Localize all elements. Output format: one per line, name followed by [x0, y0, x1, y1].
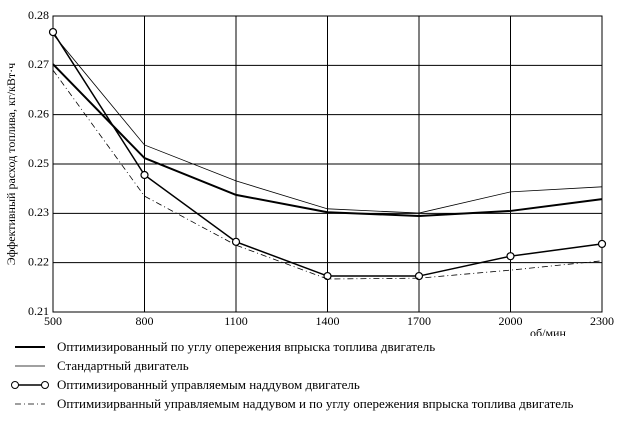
legend-swatch — [11, 381, 49, 389]
y-tick-label: 0.28 — [28, 8, 49, 22]
legend-marker — [41, 381, 49, 389]
legend-swatch — [15, 365, 45, 367]
x-tick-label: 1100 — [224, 314, 248, 328]
series-line — [52, 33, 603, 214]
x-tick-label: 1700 — [407, 314, 431, 328]
y-tick-label: 0.23 — [28, 205, 49, 219]
data-point — [597, 239, 607, 249]
data-point — [140, 170, 149, 180]
chart: Эффективный расход топлива, кг/кВт·ч об/… — [4, 8, 614, 336]
plot-frame — [52, 15, 603, 313]
legend-label: Оптимизированный по углу опережения впры… — [57, 339, 436, 354]
y-tick-label: 0.27 — [28, 57, 49, 71]
x-axis-label: об/мин — [530, 326, 566, 336]
data-point — [506, 252, 515, 261]
y-tick-label: 0.25 — [28, 156, 49, 170]
data-point — [323, 271, 332, 281]
data-point — [48, 27, 58, 37]
legend-item: Оптимизирванный управляемым наддувом и п… — [0, 394, 626, 413]
x-tick-label: 500 — [44, 314, 62, 328]
y-tick-label: 0.22 — [28, 254, 49, 268]
legend: Оптимизированный по углу опережения впры… — [0, 337, 626, 413]
legend-swatch — [15, 346, 45, 348]
data-point — [231, 237, 241, 246]
legend-marker — [11, 381, 19, 389]
series-line — [52, 63, 603, 218]
x-tick-label: 1400 — [316, 314, 340, 328]
legend-item: Оптимизированный управляемым наддувом дв… — [0, 375, 626, 394]
legend-label: Оптимизирванный управляемым наддувом и п… — [57, 396, 574, 411]
x-tick-label: 2300 — [590, 314, 614, 328]
legend-swatch — [15, 403, 45, 405]
x-tick-label: 800 — [136, 314, 154, 328]
legend-label: Стандартный двигатель — [57, 358, 189, 373]
y-tick-label: 0.21 — [28, 304, 49, 318]
legend-item: Оптимизированный по углу опережения впры… — [0, 337, 626, 356]
y-axis-label: Эффективный расход топлива, кг/кВт·ч — [4, 63, 18, 265]
y-tick-label: 0.26 — [28, 106, 49, 120]
legend-item: Стандартный двигатель — [0, 356, 626, 375]
x-tick-label: 2000 — [499, 314, 523, 328]
legend-label: Оптимизированный управляемым наддувом дв… — [57, 377, 360, 392]
